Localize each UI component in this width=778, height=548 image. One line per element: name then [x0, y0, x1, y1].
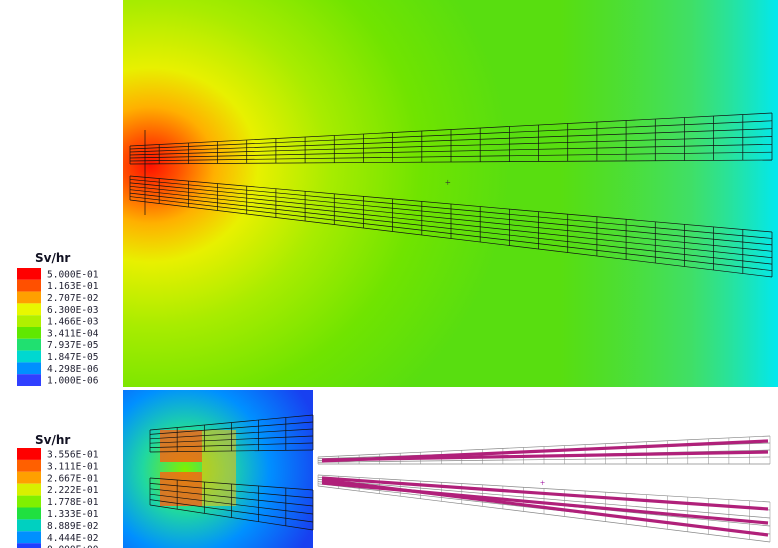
legend-label: 1.333E-01 [47, 509, 99, 520]
legend-swatch [17, 303, 41, 315]
legend-swatch [17, 496, 41, 508]
screen: + + Sv/hr 5.000E-011.163E-012.707E-026.30… [0, 0, 778, 548]
legend-label: 1.466E-03 [47, 317, 98, 328]
legend-label: 6.300E-03 [47, 305, 98, 316]
legend-swatch [17, 280, 41, 292]
legend-label: 1.847E-05 [47, 352, 98, 363]
legend-swatch [17, 460, 41, 472]
legend-label: 4.444E-02 [47, 533, 98, 544]
legend-swatch [17, 484, 41, 496]
legend-swatch [17, 351, 41, 363]
legend-label: 3.411E-04 [47, 328, 99, 339]
crosshair: + [445, 178, 451, 189]
legend-swatch [17, 543, 41, 548]
legend-swatch [17, 315, 41, 327]
wireframe-pink [318, 436, 770, 542]
legend-label: 1.163E-01 [47, 281, 99, 292]
crosshair: + [540, 478, 545, 488]
legend-swatch [17, 531, 41, 543]
legend-label: 1.778E-01 [47, 497, 99, 508]
hot-spot [160, 472, 202, 506]
legend-swatch [17, 362, 41, 374]
legend-label: 2.707E-02 [47, 293, 98, 304]
dose-map-edge [123, 0, 778, 387]
legend-swatch [17, 508, 41, 520]
legend-swatch [17, 327, 41, 339]
legend-label: 7.937E-05 [47, 340, 98, 351]
legend-label: 2.222E-01 [47, 485, 99, 496]
legend-label: 5.000E-01 [47, 269, 99, 280]
legend-label: 2.667E-01 [47, 473, 99, 484]
legend-label: 0.000E+00 [47, 545, 99, 548]
legend-swatch [17, 374, 41, 386]
legend-swatch [17, 519, 41, 531]
legend-label: 3.111E-01 [47, 461, 99, 472]
legend-swatch [17, 472, 41, 484]
legend-swatch [17, 339, 41, 351]
legend-title: Sv/hr [35, 433, 70, 447]
legend-swatch [17, 268, 41, 280]
legend-label: 8.889E-02 [47, 521, 98, 532]
legends: Sv/hr 5.000E-011.163E-012.707E-026.300E-0… [17, 251, 99, 548]
legend-swatch [17, 292, 41, 304]
legend-swatch [17, 448, 41, 460]
legend-title: Sv/hr [35, 251, 70, 265]
legend-label: 4.298E-06 [47, 364, 99, 375]
legend-label: 3.556E-01 [47, 449, 99, 460]
legend-label: 1.000E-06 [47, 376, 99, 387]
